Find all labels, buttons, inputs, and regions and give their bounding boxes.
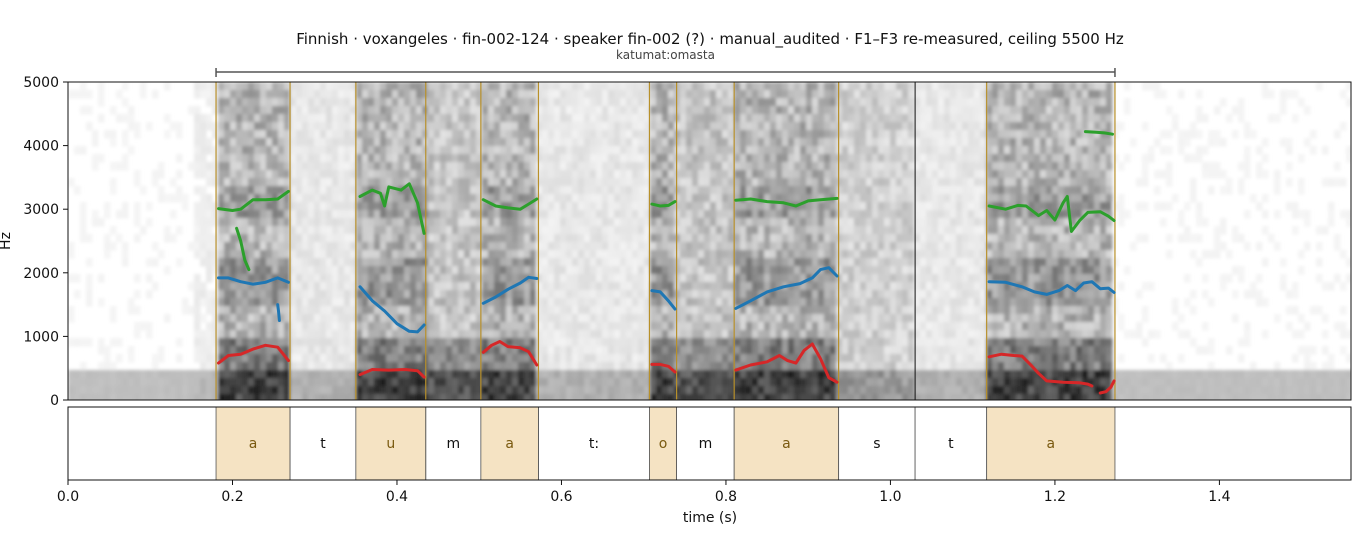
y-tick-label: 0 [50,393,59,409]
x-tick-label: 0.6 [550,489,572,505]
y-axis-label: Hz [0,232,14,250]
x-tick-label: 1.0 [879,489,901,505]
f2-track [278,305,280,321]
x-tick-label: 1.2 [1044,489,1066,505]
segment-label: t: [589,436,599,452]
y-tick-label: 1000 [23,329,59,345]
y-tick-label: 5000 [23,75,59,91]
x-tick-label: 0.8 [715,489,737,505]
x-axis-label: time (s) [683,510,737,526]
vowel-segment-label: a [782,436,791,452]
segment-label: m [446,436,460,452]
y-tick-label: 3000 [23,202,59,218]
segment-tier: a t u m a t: o m a s t a 0.0 0.2 0.4 0.6 0.8 1.0 1.2 1.4 t… [57,407,1351,526]
segment-label: t [948,436,954,452]
spectrogram-panel: 0 1000 2000 3000 4000 5000 Hz [0,75,1353,409]
y-tick-label: 2000 [23,266,59,282]
segment-label: s [873,436,880,452]
x-tick-label: 0.4 [386,489,408,505]
segment-label: t [320,436,326,452]
segment-label: m [699,436,713,452]
word-bracket: katumat:omasta [216,48,1115,77]
vowel-segment-label: a [1047,436,1056,452]
vowel-segment-label: a [505,436,514,452]
x-tick-label: 1.4 [1208,489,1230,505]
word-label: katumat:omasta [616,48,715,62]
vowel-segment-label: u [386,436,395,452]
chart-title: Finnish · voxangeles · fin-002-124 · spe… [296,30,1124,49]
x-tick-label: 0.0 [57,489,79,505]
y-tick-label: 4000 [23,139,59,155]
x-tick-label: 0.2 [221,489,243,505]
x-axis: 0.0 0.2 0.4 0.6 0.8 1.0 1.2 1.4 [57,480,1231,505]
vowel-segment-label: o [659,436,668,452]
y-axis: 0 1000 2000 3000 4000 5000 [23,75,68,409]
vowel-segment-label: a [249,436,258,452]
